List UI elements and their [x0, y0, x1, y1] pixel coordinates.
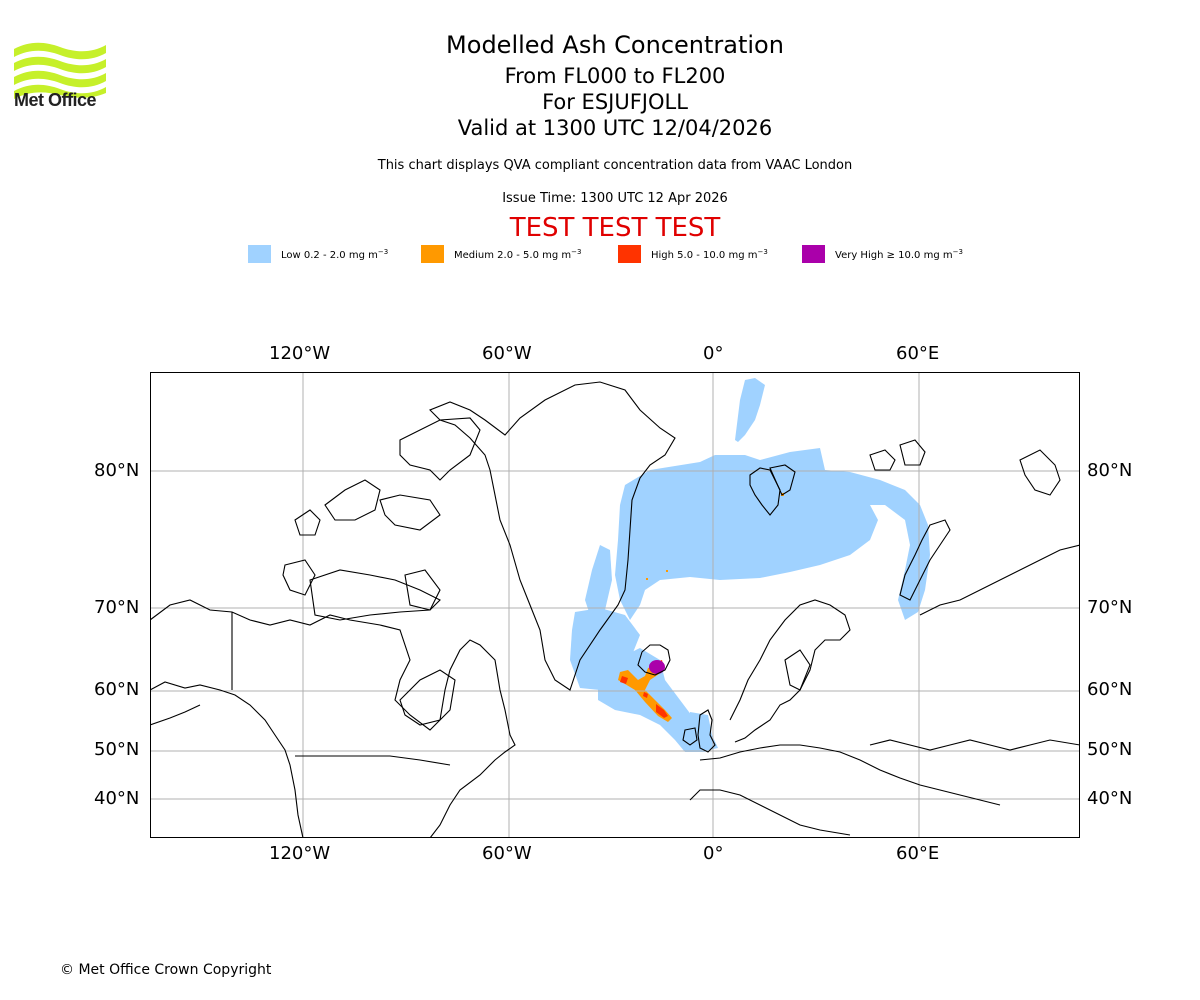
copyright: © Met Office Crown Copyright: [60, 962, 272, 978]
lat-label-right-80n: 80°N: [1087, 460, 1133, 481]
lat-label-left-40n: 40°N: [94, 788, 140, 809]
coastlines: [150, 381, 1080, 838]
lat-label-left-70n: 70°N: [94, 597, 140, 618]
lat-label-left-60n: 60°N: [94, 679, 140, 700]
lat-label-right-40n: 40°N: [1087, 788, 1133, 809]
chart-title: Modelled Ash Concentration: [446, 31, 784, 59]
lat-label-right-70n: 70°N: [1087, 597, 1133, 618]
lat-label-right-60n: 60°N: [1087, 679, 1133, 700]
lon-label-bottom-120w: 120°W: [269, 843, 331, 864]
legend-label-high: High 5.0 - 10.0 mg m: [651, 249, 758, 261]
legend-item-high: High 5.0 - 10.0 mg m−3: [618, 244, 768, 264]
flight-levels: From FL000 to FL200: [504, 64, 726, 88]
lat-label-left-50n: 50°N: [94, 739, 140, 760]
lat-label-left-80n: 80°N: [94, 460, 140, 481]
volcano-name: For ESJUFJOLL: [542, 90, 688, 114]
legend-swatch-high: [618, 245, 641, 263]
test-banner: TEST TEST TEST: [509, 213, 721, 243]
ash-low-region: [570, 378, 930, 752]
valid-time: Valid at 1300 UTC 12/04/2026: [457, 116, 773, 140]
legend-swatch-medium: [421, 245, 444, 263]
ash-very-high-region: [649, 660, 665, 674]
legend-item-low: Low 0.2 - 2.0 mg m−3: [248, 244, 388, 264]
issue-time: Issue Time: 1300 UTC 12 Apr 2026: [502, 191, 728, 206]
chart-subtitle: This chart displays QVA compliant concen…: [377, 158, 853, 173]
lat-label-right-50n: 50°N: [1087, 739, 1133, 760]
legend-swatch-very-high: [802, 245, 825, 263]
lon-label-bottom-60e: 60°E: [896, 843, 940, 864]
legend-item-very-high: Very High ≥ 10.0 mg m−3: [802, 244, 963, 264]
legend-label-very-high: Very High ≥ 10.0 mg m: [835, 249, 953, 261]
legend-label-low: Low 0.2 - 2.0 mg m: [281, 249, 378, 261]
lon-label-top-0: 0°: [703, 343, 724, 364]
map-frame: [150, 372, 1080, 838]
lon-label-top-120w: 120°W: [269, 343, 331, 364]
lon-label-top-60e: 60°E: [896, 343, 940, 364]
lon-label-bottom-60w: 60°W: [482, 843, 532, 864]
lon-label-top-60w: 60°W: [482, 343, 532, 364]
logo-text: Met Office: [14, 90, 97, 110]
legend-swatch-low: [248, 245, 271, 263]
legend-label-medium: Medium 2.0 - 5.0 mg m: [454, 249, 572, 261]
lon-label-bottom-0: 0°: [703, 843, 724, 864]
gridlines: [150, 372, 1080, 838]
legend-item-medium: Medium 2.0 - 5.0 mg m−3: [421, 244, 581, 264]
met-office-logo-icon: [14, 42, 106, 99]
